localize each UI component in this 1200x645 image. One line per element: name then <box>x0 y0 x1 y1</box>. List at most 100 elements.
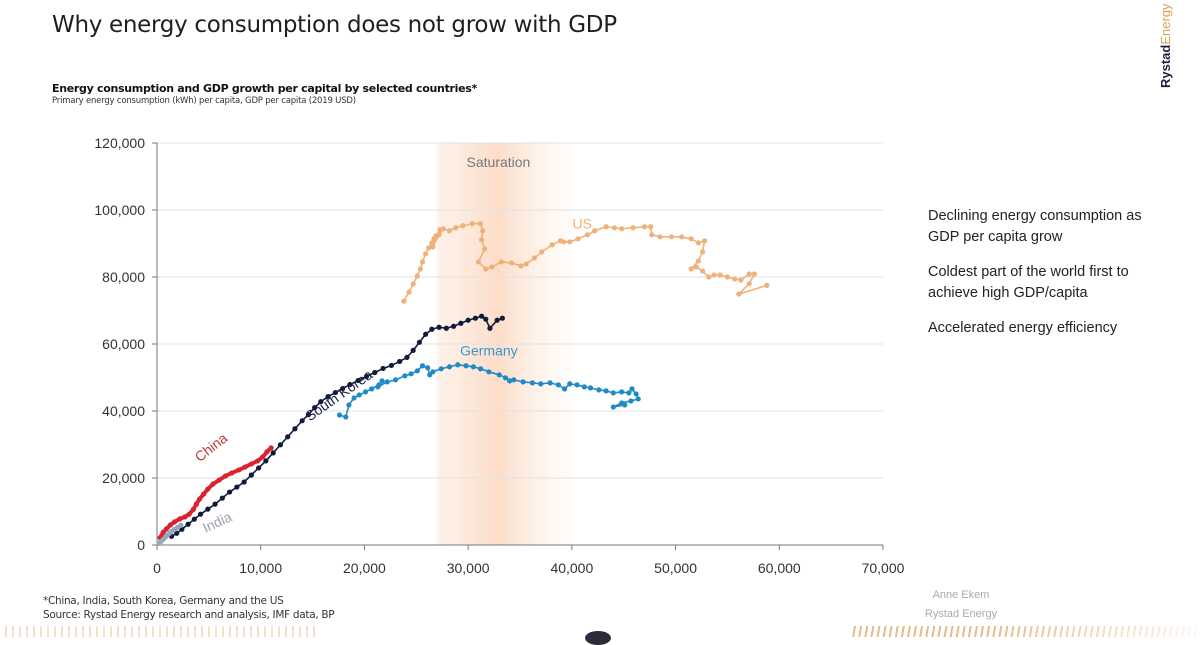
data-point-us <box>523 261 529 267</box>
data-point-us <box>560 239 567 245</box>
x-tick-label: 50,000 <box>654 560 697 576</box>
data-point-germany <box>455 362 461 368</box>
saturation-label: Saturation <box>467 154 531 170</box>
data-point-south-korea <box>212 501 218 507</box>
data-point-south-korea <box>332 389 338 396</box>
data-point-china <box>177 516 183 522</box>
side-notes: Declining energy consumption as GDP per … <box>928 206 1148 353</box>
data-point-us <box>641 224 648 230</box>
data-point-germany <box>603 388 609 394</box>
data-point-germany <box>529 380 536 386</box>
chart-title: Energy consumption and GDP growth per ca… <box>52 82 477 95</box>
data-point-us <box>575 236 581 242</box>
data-point-us <box>746 281 752 287</box>
data-point-us <box>440 226 446 232</box>
data-point-us <box>423 251 429 257</box>
data-point-us <box>483 266 489 272</box>
data-point-germany <box>581 384 587 390</box>
data-point-china <box>210 481 216 487</box>
data-point-germany <box>343 414 349 420</box>
y-tick-label: 0 <box>137 537 145 553</box>
data-point-germany <box>538 381 544 387</box>
data-point-us <box>746 271 752 277</box>
data-point-us <box>401 298 407 304</box>
data-point-us <box>460 223 466 229</box>
data-point-south-korea <box>347 381 353 388</box>
decorative-dots-left <box>0 626 320 637</box>
data-point-china <box>222 473 229 479</box>
data-point-south-korea <box>292 426 298 432</box>
data-point-us <box>738 277 744 283</box>
data-point-germany <box>635 396 641 402</box>
data-point-south-korea <box>416 339 422 345</box>
y-tick-label: 40,000 <box>102 403 145 419</box>
data-point-germany <box>408 371 414 377</box>
data-point-south-korea <box>299 418 305 424</box>
decorative-circle <box>585 631 611 645</box>
data-point-us <box>657 234 663 240</box>
data-point-germany <box>628 398 634 404</box>
data-point-south-korea <box>404 354 410 360</box>
data-point-china <box>229 470 235 476</box>
data-point-germany <box>507 378 513 384</box>
data-point-germany <box>477 366 484 372</box>
note-1: Declining energy consumption as GDP per … <box>928 208 1142 245</box>
data-point-germany <box>336 412 343 418</box>
data-point-us <box>430 244 436 250</box>
data-point-us <box>717 272 723 278</box>
data-point-india <box>178 522 184 528</box>
data-point-south-korea <box>318 399 324 405</box>
data-point-us <box>699 249 706 255</box>
y-tick-label: 60,000 <box>102 336 145 352</box>
data-point-south-korea <box>179 526 185 532</box>
data-point-germany <box>392 377 399 383</box>
data-point-us <box>436 232 442 238</box>
footnote-countries: *China, India, South Korea, Germany and … <box>43 595 284 607</box>
decorative-dots-right <box>850 626 1200 637</box>
data-point-us <box>498 259 504 265</box>
data-point-germany <box>496 372 502 378</box>
x-tick-label: 60,000 <box>758 560 801 576</box>
data-point-china <box>268 445 274 451</box>
data-point-us <box>648 224 654 230</box>
data-point-south-korea <box>487 325 493 331</box>
author-org: Rystad Energy <box>924 608 998 620</box>
data-point-china <box>260 454 266 460</box>
data-point-us <box>679 234 685 240</box>
data-point-us <box>539 249 545 255</box>
data-point-us <box>419 259 426 265</box>
data-point-south-korea <box>499 315 505 321</box>
series-south-korea <box>168 313 505 539</box>
x-tick-label: 0 <box>153 560 161 576</box>
data-point-china <box>248 461 254 467</box>
data-point-us <box>693 264 699 270</box>
data-point-china <box>201 491 207 497</box>
data-point-us <box>688 236 694 242</box>
data-point-us <box>549 242 555 248</box>
data-point-us <box>619 226 625 232</box>
x-tick-label: 20,000 <box>343 560 386 576</box>
data-point-china <box>242 464 248 470</box>
data-point-germany <box>629 386 635 392</box>
data-point-us <box>477 221 484 227</box>
data-point-germany <box>561 386 568 392</box>
data-point-germany <box>622 402 628 408</box>
series-label-india: India <box>200 508 234 535</box>
data-point-south-korea <box>227 489 233 495</box>
series-china <box>157 445 274 541</box>
data-point-south-korea <box>423 331 429 337</box>
data-point-us <box>751 271 757 277</box>
y-tick-label: 120,000 <box>94 135 145 151</box>
data-point-us <box>406 289 412 295</box>
x-tick-label: 10,000 <box>239 560 282 576</box>
data-point-us <box>611 225 617 231</box>
data-point-south-korea <box>219 495 225 501</box>
data-point-south-korea <box>197 511 204 517</box>
data-point-germany <box>446 364 453 370</box>
data-point-germany <box>402 373 408 379</box>
data-point-us <box>592 228 598 234</box>
author-name: Anne Ekem <box>932 589 990 601</box>
series-us <box>401 221 770 304</box>
data-point-us <box>426 245 432 251</box>
data-point-south-korea <box>205 506 211 512</box>
